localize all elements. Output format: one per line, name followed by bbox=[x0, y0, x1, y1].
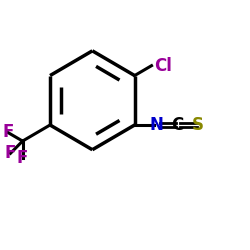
Text: F: F bbox=[17, 149, 28, 168]
Text: F: F bbox=[5, 144, 16, 162]
Text: N: N bbox=[150, 116, 164, 134]
Text: Cl: Cl bbox=[154, 57, 172, 75]
Text: S: S bbox=[192, 116, 204, 134]
Text: F: F bbox=[2, 124, 14, 142]
Text: C: C bbox=[171, 116, 183, 134]
